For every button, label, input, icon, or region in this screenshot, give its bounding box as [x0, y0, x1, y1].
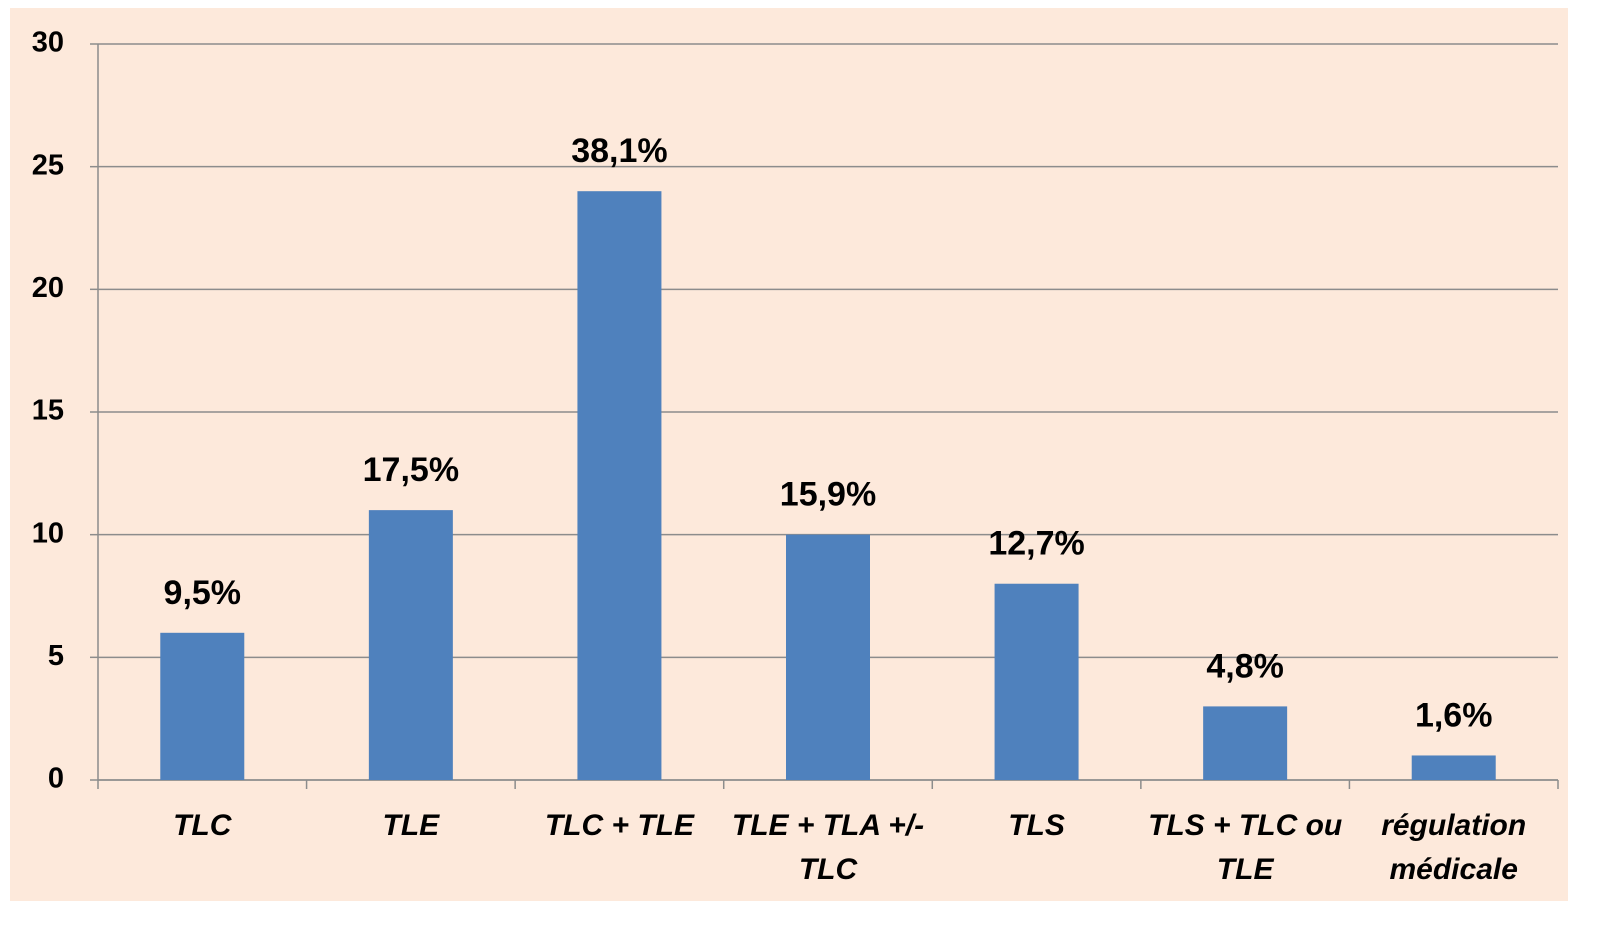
x-tick-label: régulation médicale	[1381, 809, 1527, 886]
x-tick-label: TLE	[382, 809, 440, 842]
x-tick-label-box: TLS + TLC ou TLE	[1148, 809, 1343, 886]
x-tick-label: TLC	[173, 809, 232, 842]
bar	[368, 510, 453, 780]
bar	[1203, 706, 1288, 780]
value-label: 15,9%	[780, 476, 876, 514]
bar	[577, 191, 662, 780]
x-tick-label: TLE + TLA +/- TLC	[731, 809, 925, 886]
x-tick-label-box: TLC + TLE	[544, 809, 694, 842]
x-tick-label-box: TLC	[173, 809, 232, 842]
y-tick-label: 5	[48, 640, 64, 672]
value-label: 4,8%	[1206, 647, 1284, 685]
y-tick-label: 30	[32, 27, 64, 59]
value-label: 9,5%	[164, 574, 242, 612]
bar	[786, 534, 870, 780]
y-tick-label: 20	[32, 272, 64, 304]
y-tick-label: 15	[32, 395, 64, 427]
x-tick-label: TLS + TLC ou TLE	[1148, 809, 1343, 886]
x-tick-label-box: régulation médicale	[1381, 809, 1527, 886]
bar	[160, 632, 245, 780]
x-tick-label-box: TLS	[1008, 809, 1065, 842]
value-label: 12,7%	[988, 525, 1084, 563]
y-tick-label: 25	[32, 149, 64, 181]
value-label: 17,5%	[363, 451, 459, 489]
y-tick-label: 0	[48, 763, 64, 795]
value-label: 38,1%	[571, 132, 667, 170]
y-tick-label: 10	[32, 517, 64, 549]
x-tick-label-box: TLE + TLA +/- TLC	[731, 809, 925, 886]
bar	[994, 583, 1079, 780]
x-tick-label: TLS	[1008, 809, 1065, 842]
x-tick-label-box: TLE	[382, 809, 440, 842]
x-tick-label: TLC + TLE	[544, 809, 694, 842]
value-label: 1,6%	[1415, 696, 1493, 734]
bar	[1411, 755, 1496, 780]
